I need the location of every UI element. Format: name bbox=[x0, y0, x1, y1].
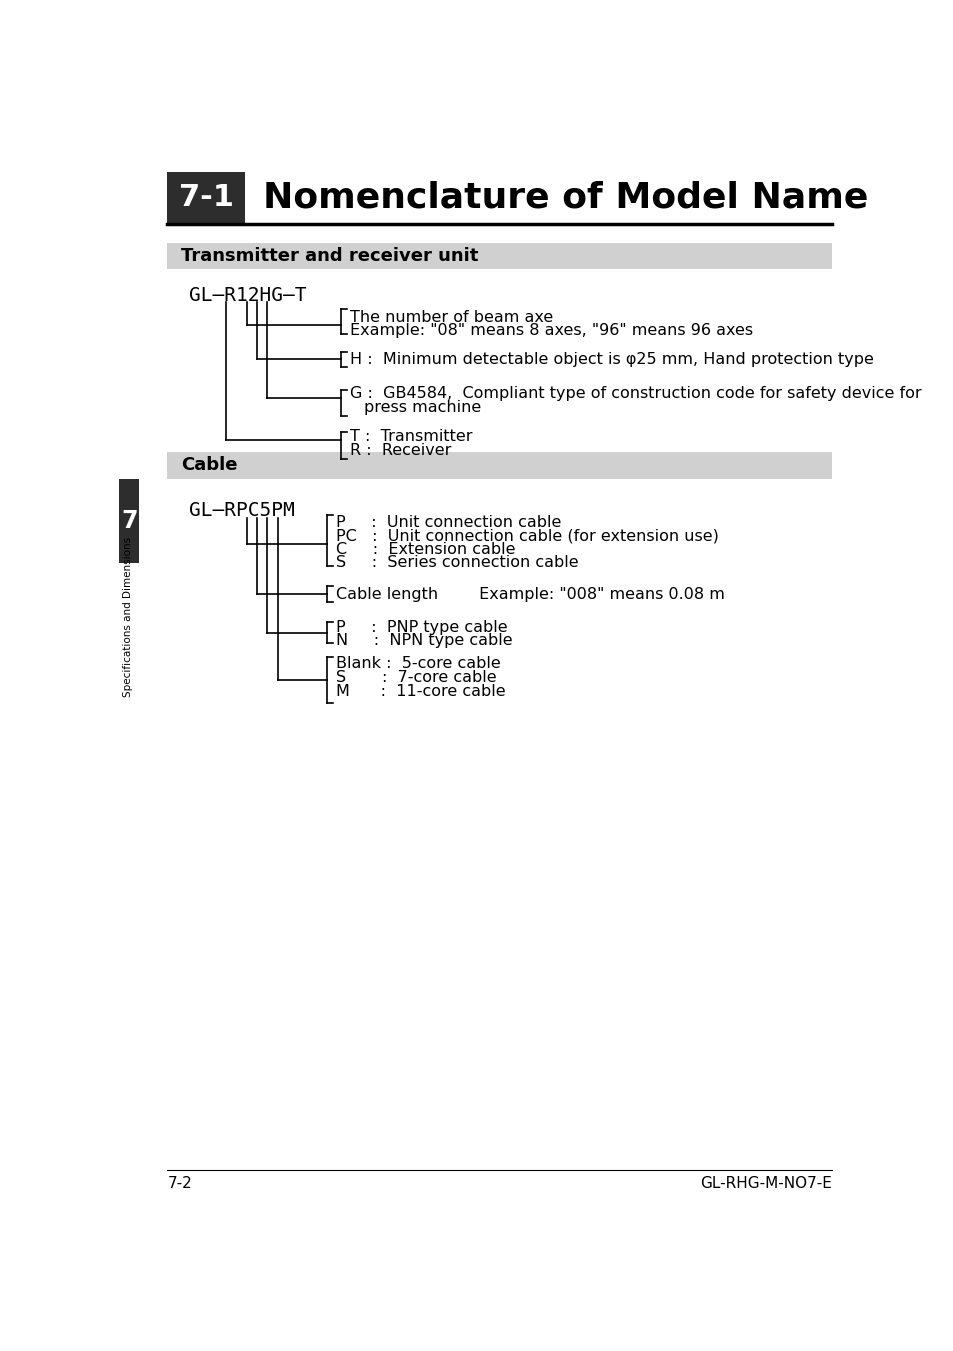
Text: M      :  11-core cable: M : 11-core cable bbox=[335, 684, 505, 698]
Text: G :  GB4584,  Compliant type of construction code for safety device for: G : GB4584, Compliant type of constructi… bbox=[350, 386, 921, 401]
Text: Transmitter and receiver unit: Transmitter and receiver unit bbox=[181, 247, 478, 265]
Text: C     :  Extension cable: C : Extension cable bbox=[335, 542, 516, 557]
Text: Cable: Cable bbox=[181, 457, 237, 474]
Text: T :  Transmitter: T : Transmitter bbox=[350, 428, 472, 443]
Text: Example: "08" means 8 axes, "96" means 96 axes: Example: "08" means 8 axes, "96" means 9… bbox=[350, 323, 753, 338]
Text: P     :  Unit connection cable: P : Unit connection cable bbox=[335, 515, 561, 530]
Text: PC   :  Unit connection cable (for extension use): PC : Unit connection cable (for extensio… bbox=[335, 528, 719, 543]
Bar bbox=[167, 453, 831, 478]
Text: P     :  PNP type cable: P : PNP type cable bbox=[335, 620, 507, 635]
Bar bbox=[119, 478, 139, 563]
Text: H :  Minimum detectable object is φ25 mm, Hand protection type: H : Minimum detectable object is φ25 mm,… bbox=[350, 351, 873, 366]
Text: press machine: press machine bbox=[364, 400, 481, 415]
Text: GL-RHG-M-NO7-E: GL-RHG-M-NO7-E bbox=[700, 1177, 831, 1192]
Text: Blank :  5-core cable: Blank : 5-core cable bbox=[335, 655, 500, 671]
Text: 7: 7 bbox=[121, 509, 137, 532]
Text: S     :  Series connection cable: S : Series connection cable bbox=[335, 555, 578, 570]
Text: 7-2: 7-2 bbox=[167, 1177, 192, 1192]
Text: The number of beam axe: The number of beam axe bbox=[350, 311, 553, 326]
Text: GL–R12HG–T: GL–R12HG–T bbox=[189, 286, 306, 305]
Bar bbox=[167, 243, 831, 269]
Text: R :  Receiver: R : Receiver bbox=[350, 443, 451, 458]
Text: Nomenclature of Model Name: Nomenclature of Model Name bbox=[262, 181, 867, 215]
Text: Specifications and Dimensions: Specifications and Dimensions bbox=[123, 538, 132, 697]
Text: S       :  7-core cable: S : 7-core cable bbox=[335, 670, 497, 685]
Text: N     :  NPN type cable: N : NPN type cable bbox=[335, 632, 513, 647]
Text: GL–RPC5PM: GL–RPC5PM bbox=[189, 501, 294, 520]
Text: 7-1: 7-1 bbox=[178, 182, 233, 212]
Text: Cable length        Example: "008" means 0.08 m: Cable length Example: "008" means 0.08 m bbox=[335, 586, 724, 601]
Bar bbox=[167, 172, 245, 223]
